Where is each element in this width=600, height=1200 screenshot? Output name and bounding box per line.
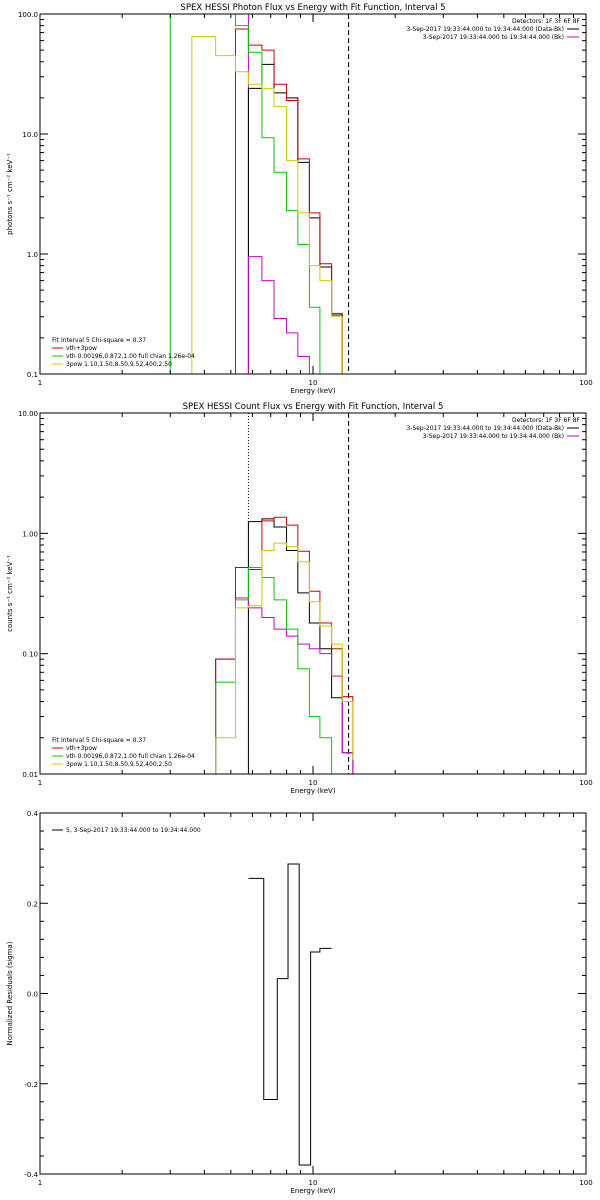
series-line-1 xyxy=(247,63,354,374)
x-axis-label: Energy (keV) xyxy=(290,387,335,395)
y-tick-label: -0.4 xyxy=(24,1171,38,1179)
x-tick-label: 10 xyxy=(309,379,318,387)
fit-legend-entry: vth 0.00196,0.872,1.00 full chian 1.26e-… xyxy=(66,353,195,360)
fit-legend-entry: 3pow 1.10,1.50,8.50,9.52,400,2.50 xyxy=(66,761,172,768)
series-line-3 xyxy=(234,28,354,374)
series-line-4 xyxy=(215,567,333,774)
y-tick-label: -0.2 xyxy=(24,1081,38,1089)
chart-title: SPEX HESSI Count Flux vs Energy with Fit… xyxy=(183,402,444,412)
x-tick-label: 100 xyxy=(579,1179,592,1187)
series-line-2 xyxy=(247,256,354,374)
y-tick-label: 100.0 xyxy=(18,11,38,19)
y-tick-label: 0.01 xyxy=(22,771,38,779)
legend-header: Detectors: 1F 3F 6F 8F xyxy=(512,18,581,25)
legend-entry-label: 5, 3-Sep-2017 19:33:44.000 to 19:34:44.0… xyxy=(66,827,201,834)
legend-entry-label: 3-Sep-2017 19:33:44.000 to 19:34:44.000 … xyxy=(406,26,564,33)
plot-frame xyxy=(39,13,587,375)
chart-panel-1: SPEX HESSI Photon Flux vs Energy with Fi… xyxy=(6,3,593,395)
series-line-3 xyxy=(215,516,354,774)
fit-legend-entry: vth+3pow xyxy=(66,745,97,752)
series-line-1 xyxy=(247,518,354,774)
y-tick-label: 0.0 xyxy=(27,991,38,999)
y-tick-label: 1.0 xyxy=(27,251,38,259)
x-axis-label: Energy (keV) xyxy=(290,787,335,795)
chart-panel-2: SPEX HESSI Count Flux vs Energy with Fit… xyxy=(6,402,593,795)
fit-legend-header: Fit Interval 5 Chi-square = 0.37 xyxy=(52,337,146,344)
series-line-5 xyxy=(215,542,354,774)
y-tick-label: 1.00 xyxy=(22,530,38,538)
plot-frame xyxy=(39,812,587,1175)
x-tick-label: 1 xyxy=(38,1179,42,1187)
legend-entry-label: 3-Sep-2017 19:33:44.000 to 19:34:44.000 … xyxy=(423,34,564,41)
chart-panel-3: 1 10 100 -0.4 -0.2 0.0 0.2 0.4 Energy (keV) Norma… xyxy=(6,810,593,1195)
x-tick-label: 10 xyxy=(309,1179,318,1187)
y-tick-label: 0.2 xyxy=(27,900,38,908)
fit-legend-header: Fit Interval 5 Chi-square = 0.37 xyxy=(52,737,146,744)
y-axis-label: counts s⁻¹ cm⁻² keV⁻¹ xyxy=(6,555,14,632)
x-tick-label: 1 xyxy=(38,379,42,387)
y-axis-label: Normalized Residuals (sigma) xyxy=(6,941,14,1045)
plot-frame xyxy=(39,412,587,775)
series-line-5 xyxy=(169,35,354,374)
y-tick-label: 0.4 xyxy=(27,810,39,818)
fit-legend-entry: vth 0.00196,0.872,1.00 full chian 1.26e-… xyxy=(66,753,195,760)
y-tick-label: 0.1 xyxy=(27,371,38,379)
x-axis-label: Energy (keV) xyxy=(290,1187,335,1195)
series-line-2 xyxy=(215,597,354,774)
y-tick-label: 10.0 xyxy=(22,131,38,139)
y-tick-label: 0.10 xyxy=(22,651,38,659)
plot-area xyxy=(215,413,354,774)
fit-legend-entry: 3pow 1.10,1.50,8.50,9.52,400,2.50 xyxy=(66,361,172,368)
x-tick-label: 1 xyxy=(38,779,42,787)
fit-legend-entry: vth+3pow xyxy=(66,345,97,352)
series-line-1 xyxy=(248,863,332,1166)
x-tick-label: 10 xyxy=(309,779,318,787)
chart-title: SPEX HESSI Photon Flux vs Energy with Fi… xyxy=(180,3,445,13)
legend-entry-label: 3-Sep-2017 19:33:44.000 to 19:34:44.000 … xyxy=(423,433,564,440)
y-axis-label: photons s⁻¹ cm⁻² keV⁻¹ xyxy=(6,153,14,235)
legend-entry-label: 3-Sep-2017 19:33:44.000 to 19:34:44.000 … xyxy=(406,425,564,432)
x-tick-label: 100 xyxy=(579,779,592,787)
x-tick-label: 100 xyxy=(579,379,592,387)
plot-area xyxy=(248,863,332,1166)
legend-header: Detectors: 1F 3F 6F 8F xyxy=(512,417,581,424)
plot-area xyxy=(169,14,354,374)
y-tick-label: 10.00 xyxy=(18,410,38,418)
series-line-4 xyxy=(169,14,333,374)
